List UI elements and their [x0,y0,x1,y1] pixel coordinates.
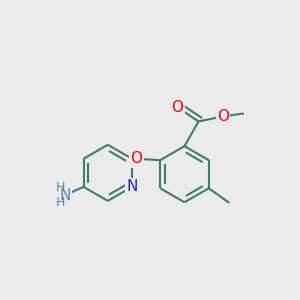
Text: H: H [56,181,65,194]
Text: O: O [130,151,142,166]
Text: N: N [60,188,71,203]
Text: H: H [56,196,65,209]
Text: O: O [217,109,229,124]
Text: N: N [126,179,138,194]
Text: O: O [172,100,184,115]
